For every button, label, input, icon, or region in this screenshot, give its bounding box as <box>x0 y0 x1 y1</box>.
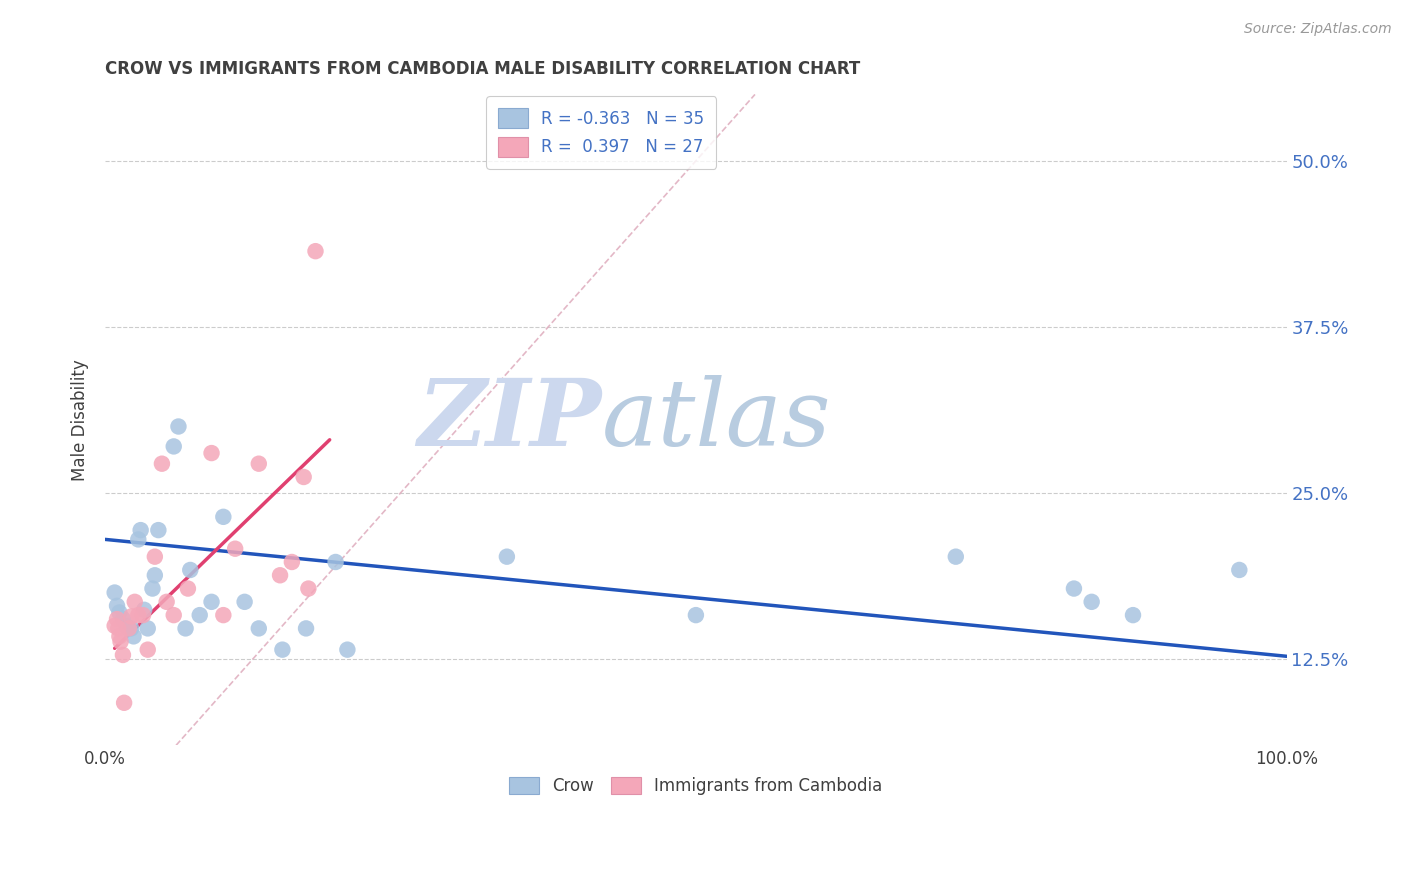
Point <box>685 608 707 623</box>
Point <box>110 634 132 648</box>
Point <box>122 629 145 643</box>
Point <box>120 609 142 624</box>
Point <box>292 470 315 484</box>
Point <box>269 568 291 582</box>
Point <box>107 621 129 635</box>
Point <box>111 648 134 662</box>
Point <box>108 629 131 643</box>
Point <box>247 457 270 471</box>
Point <box>150 457 173 471</box>
Text: CROW VS IMMIGRANTS FROM CAMBODIA MALE DISABILITY CORRELATION CHART: CROW VS IMMIGRANTS FROM CAMBODIA MALE DI… <box>105 60 860 78</box>
Point <box>115 619 138 633</box>
Point <box>124 595 146 609</box>
Point <box>163 439 186 453</box>
Point <box>1080 595 1102 609</box>
Point <box>1063 582 1085 596</box>
Point <box>156 595 179 609</box>
Text: atlas: atlas <box>602 375 831 465</box>
Point <box>104 619 127 633</box>
Point <box>127 533 149 547</box>
Point <box>496 549 519 564</box>
Point <box>304 244 326 259</box>
Point <box>127 608 149 623</box>
Point <box>120 621 142 635</box>
Point <box>141 582 163 596</box>
Point <box>179 563 201 577</box>
Point <box>118 621 141 635</box>
Text: Source: ZipAtlas.com: Source: ZipAtlas.com <box>1244 22 1392 37</box>
Point <box>271 642 294 657</box>
Y-axis label: Male Disability: Male Disability <box>72 359 89 481</box>
Point <box>167 419 190 434</box>
Legend: Crow, Immigrants from Cambodia: Crow, Immigrants from Cambodia <box>502 771 889 802</box>
Point <box>325 555 347 569</box>
Point <box>200 446 222 460</box>
Point <box>129 523 152 537</box>
Point <box>336 642 359 657</box>
Point <box>108 606 131 620</box>
Point <box>295 621 318 635</box>
Point <box>188 608 211 623</box>
Point <box>105 612 128 626</box>
Point <box>148 523 170 537</box>
Point <box>104 585 127 599</box>
Point <box>134 603 156 617</box>
Point <box>174 621 197 635</box>
Point <box>247 621 270 635</box>
Point <box>143 549 166 564</box>
Point <box>200 595 222 609</box>
Point <box>132 608 155 623</box>
Point <box>136 642 159 657</box>
Point <box>112 696 135 710</box>
Point <box>163 608 186 623</box>
Point <box>105 599 128 613</box>
Point <box>233 595 256 609</box>
Point <box>177 582 200 596</box>
Point <box>212 509 235 524</box>
Point <box>136 621 159 635</box>
Point <box>1122 608 1144 623</box>
Point <box>1227 563 1250 577</box>
Point <box>118 621 141 635</box>
Point <box>111 612 134 626</box>
Point <box>212 608 235 623</box>
Point <box>143 568 166 582</box>
Text: ZIP: ZIP <box>418 375 602 465</box>
Point <box>945 549 967 564</box>
Point <box>224 541 246 556</box>
Point <box>281 555 304 569</box>
Point <box>297 582 319 596</box>
